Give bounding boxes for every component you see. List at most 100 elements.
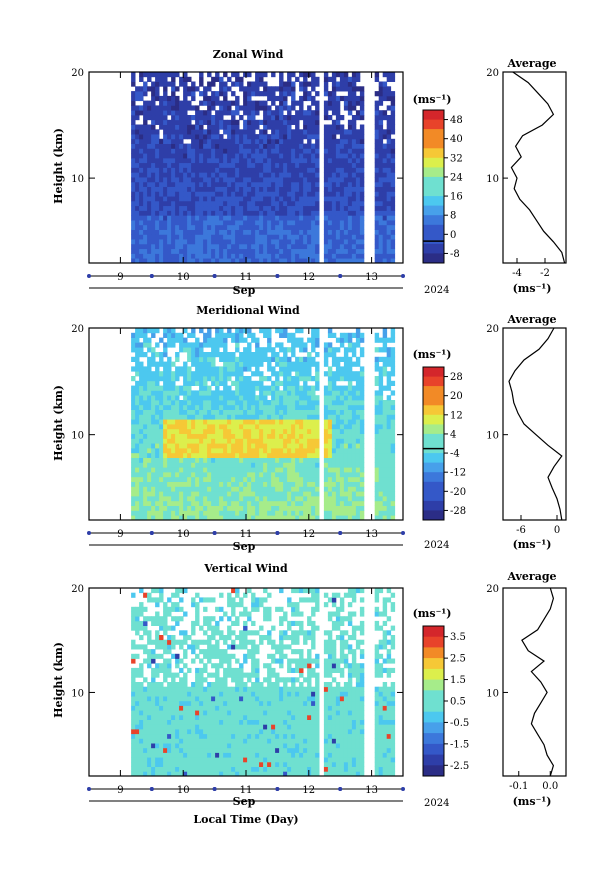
heatmap-cell [143,644,148,650]
heatmap-cell [143,700,148,706]
heatmap-cell [279,433,284,439]
heatmap-cell [271,476,276,482]
heatmap-cell [219,105,224,111]
heatmap-cell [159,705,164,711]
heatmap-cell [327,400,333,406]
heatmap-cell [279,424,284,430]
heatmap-cell [207,72,212,78]
heatmap-cell [251,115,256,121]
heatmap-cell [374,337,380,343]
heatmap-cell [215,186,220,192]
heatmap-cell [283,119,288,125]
heatmap-cell [155,224,160,230]
heatmap-cell [303,452,308,458]
heatmap-cell [155,390,160,396]
heatmap-cell [143,761,148,767]
heatmap-cell [135,229,140,235]
heatmap-cell [259,205,264,211]
heatmap-cell [175,220,180,226]
heatmap-cell [271,500,276,506]
heatmap-cell [147,134,152,140]
heatmap-cell [139,167,144,173]
heatmap-cell [259,385,264,391]
heatmap-cell [374,496,380,502]
heatmap-cell [139,761,144,767]
heatmap-cell [179,496,184,502]
heatmap-cell [191,167,196,173]
heatmap-cell [135,191,140,197]
heatmap-cell [291,472,296,478]
profile-frame [502,327,567,521]
heatmap-cell [131,95,136,102]
heatmap-cell [279,258,284,264]
heatmap-cell [199,76,204,82]
heatmap-cell [231,224,236,230]
heatmap-cell [390,162,396,168]
heatmap-cell [271,443,276,449]
heatmap-cell [223,371,228,377]
heatmap-cell [327,476,333,482]
heatmap-cell [187,91,192,97]
heatmap-cell [327,380,333,386]
heatmap-cell [171,186,176,192]
heatmap-cell [390,234,396,240]
heatmap-cell [315,181,320,187]
heatmap-cell [135,361,140,367]
heatmap-cell [251,162,256,168]
heatmap-cell [139,371,144,377]
heatmap-cell [159,635,164,641]
heatmap-cell [155,186,160,192]
heatmap-cell [303,448,308,454]
heatmap-cell [147,462,152,468]
heatmap-cell [382,505,388,511]
heatmap-cell [143,738,148,744]
heatmap-cell [347,395,353,401]
heatmap-cell [343,200,349,207]
heatmap-cell [339,395,345,401]
heatmap-cell [291,385,296,391]
heatmap-cell [327,352,333,358]
heatmap-cell [147,766,152,772]
heatmap-cell [351,153,357,159]
heatmap-cell [271,129,276,135]
heatmap-cell [299,376,304,382]
heatmap-cell [163,747,168,753]
heatmap-cell [315,148,320,154]
heatmap-cell [163,496,168,502]
heatmap-cell [359,424,365,430]
heatmap-cell [279,443,284,449]
heatmap-cell [147,696,152,702]
heatmap-cell [327,258,333,264]
heatmap-cell [219,205,224,211]
heatmap-cell [343,467,349,473]
heatmap-cell [390,443,396,449]
heatmap-cell [183,162,188,168]
heatmap-cell [327,253,333,259]
heatmap-cell [287,81,292,87]
heatmap-cell [299,148,304,154]
heatmap-cell [315,472,320,478]
heatmap-cell [147,653,152,659]
heatmap-cell [139,239,144,245]
heatmap-cell [163,433,168,439]
heatmap-cell [211,510,216,516]
heatmap-cell [191,467,196,473]
heatmap-cell [315,243,320,250]
heatmap-cell [139,462,144,468]
heatmap-cell [323,143,329,149]
heatmap-cell [351,448,357,454]
heatmap-cell [271,148,276,154]
heatmap-cell [307,385,312,391]
heatmap-cell [207,424,212,430]
heatmap-cell [239,200,244,207]
heatmap-cell [351,419,357,425]
heatmap-cell [195,472,200,478]
heatmap-cell [215,153,220,159]
heatmap-cell [267,239,272,245]
heatmap-cell [335,100,341,106]
heatmap-cell [331,191,337,197]
heatmap-cell [311,361,316,367]
heatmap-cell [279,210,284,216]
heatmap-cell [203,258,208,264]
heatmap-cell [211,119,216,125]
